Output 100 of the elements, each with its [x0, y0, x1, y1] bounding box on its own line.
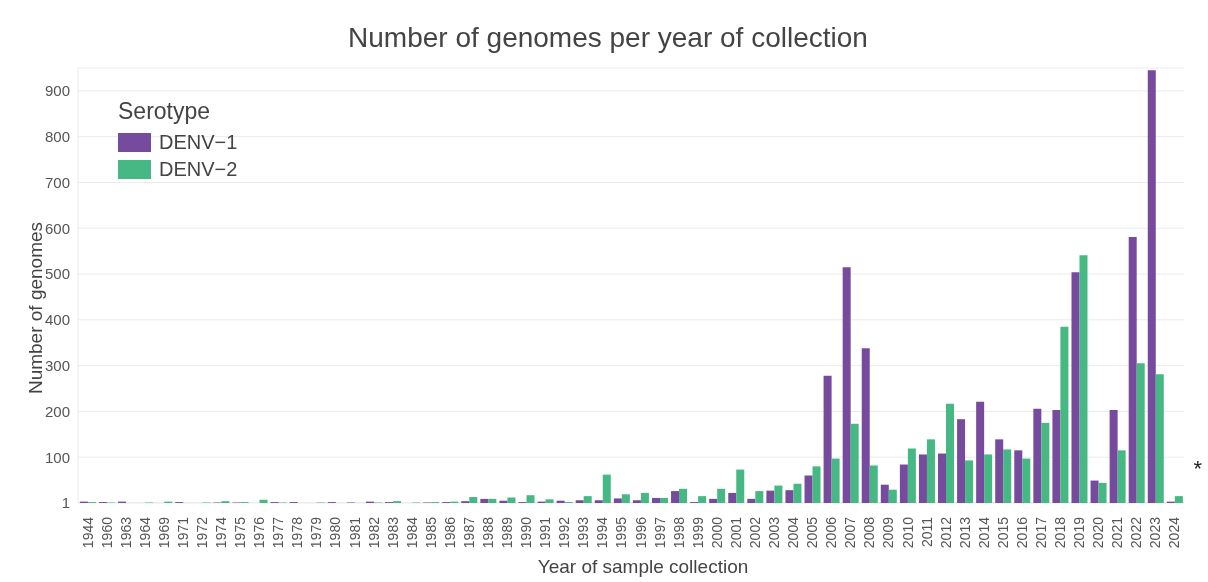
x-tick-label: 1971 [174, 516, 191, 549]
y-tick-label: 600 [44, 219, 70, 237]
x-tick-label: 2003 [766, 516, 783, 549]
bar [1174, 496, 1183, 503]
bar [1014, 450, 1023, 503]
x-tick-label: 1960 [98, 516, 115, 549]
bar [880, 484, 889, 503]
bar [507, 497, 516, 503]
x-tick-label: 2012 [937, 516, 954, 549]
bar [1136, 363, 1145, 503]
bar [1079, 255, 1088, 503]
x-tick-label: 1975 [232, 516, 249, 549]
bar [545, 499, 554, 503]
x-tick-label: 2022 [1128, 516, 1145, 549]
x-tick-label: 1985 [422, 516, 439, 549]
bar [766, 490, 775, 503]
x-tick-label: 1991 [537, 516, 554, 549]
y-tick-label: 1 [61, 493, 70, 511]
x-tick-label: 2011 [918, 516, 935, 548]
x-tick-label: 2014 [975, 516, 992, 549]
x-tick-label: 1990 [518, 516, 535, 549]
bar [965, 460, 974, 503]
x-tick-label: 1984 [403, 516, 420, 549]
x-tick-label: 1995 [613, 516, 630, 549]
x-tick-label: 1996 [632, 516, 649, 549]
x-tick-label: 1969 [155, 516, 172, 549]
bar [259, 499, 268, 503]
bar [621, 494, 630, 503]
y-tick-label: 500 [44, 265, 70, 283]
asterisk-note: * [1193, 456, 1202, 482]
x-tick-label: 1986 [441, 516, 458, 549]
bar [526, 495, 535, 503]
bar [918, 454, 927, 503]
x-tick-label: 2024 [1166, 516, 1183, 549]
y-tick-label: 700 [44, 173, 70, 191]
bar [747, 498, 756, 503]
x-tick-label: 2020 [1090, 516, 1107, 549]
x-tick-label: 1977 [270, 516, 287, 549]
x-tick-label: 1964 [136, 516, 153, 549]
x-tick-label: 1988 [479, 516, 496, 549]
bar [640, 492, 649, 503]
x-tick-label: 2017 [1032, 516, 1049, 549]
x-tick-label: 2015 [994, 516, 1011, 549]
x-tick-label: 2019 [1071, 516, 1088, 549]
bar [907, 448, 916, 503]
bar [728, 492, 737, 503]
x-tick-label: 2001 [727, 516, 744, 549]
bar [812, 466, 821, 503]
x-tick-label: 2023 [1147, 516, 1164, 549]
bar [594, 500, 603, 503]
x-tick-label: 2000 [708, 516, 725, 549]
bar [1090, 480, 1099, 503]
x-tick-label: 2013 [956, 516, 973, 549]
bar [1128, 236, 1137, 503]
bar [946, 403, 955, 503]
x-tick-label: 2010 [899, 516, 916, 549]
x-tick-label: 1989 [499, 516, 516, 549]
bar [736, 469, 745, 503]
bar [632, 500, 641, 503]
x-tick-label: 1997 [651, 516, 668, 549]
bar [1052, 410, 1061, 503]
legend-label: DENV−2 [158, 158, 238, 181]
bar [774, 485, 783, 503]
bar [583, 496, 592, 503]
bar [850, 423, 859, 503]
bar [671, 491, 680, 503]
bar [709, 498, 718, 503]
bar [1003, 449, 1012, 503]
x-tick-label: 1944 [79, 516, 96, 549]
bar [1109, 410, 1118, 503]
x-tick-label: 1987 [460, 516, 477, 549]
bar [1147, 70, 1156, 503]
x-tick-label: 2009 [880, 516, 897, 549]
bar [1155, 374, 1164, 503]
bar [995, 439, 1004, 503]
x-tick-label: 2002 [746, 516, 763, 549]
x-tick-label: 1982 [365, 516, 382, 549]
bar [957, 419, 966, 503]
bar [1041, 422, 1050, 503]
y-tick-label: 300 [44, 356, 70, 374]
bar [602, 474, 611, 503]
bar [1071, 272, 1080, 503]
bar [976, 401, 985, 503]
x-tick-label: 2021 [1109, 516, 1126, 549]
bar [717, 488, 726, 503]
bar [469, 497, 478, 503]
bar [755, 491, 764, 503]
x-tick-label: 2004 [785, 516, 802, 549]
bar [488, 498, 497, 503]
bar [926, 439, 935, 503]
bar [785, 490, 794, 503]
x-tick-label: 1980 [327, 516, 344, 549]
bar [888, 489, 897, 503]
y-axis-title: Number of genomes [25, 221, 46, 395]
x-tick-label: 1998 [670, 516, 687, 549]
y-tick-label: 200 [44, 402, 70, 420]
x-tick-label: 2007 [842, 516, 859, 549]
y-tick-label: 400 [44, 311, 70, 329]
bar [823, 375, 832, 503]
x-tick-label: 2008 [861, 516, 878, 549]
